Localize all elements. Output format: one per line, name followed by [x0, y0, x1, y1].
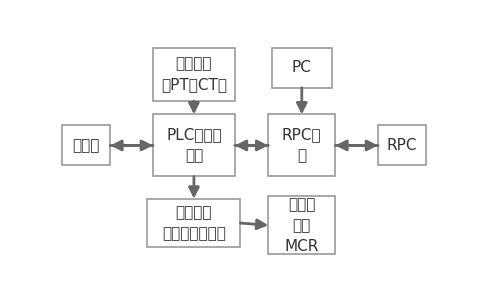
- Bar: [147, 199, 240, 247]
- Text: 采集装置
（PT、CT）: 采集装置 （PT、CT）: [161, 56, 227, 92]
- Bar: [268, 114, 335, 177]
- Text: 触发装
置及
MCR: 触发装 置及 MCR: [285, 197, 319, 254]
- Bar: [62, 126, 110, 165]
- Bar: [378, 126, 426, 165]
- Text: RPC: RPC: [387, 138, 418, 153]
- Text: PC: PC: [292, 60, 312, 75]
- Text: 触摸屏: 触摸屏: [72, 138, 100, 153]
- Text: RPC控
制: RPC控 制: [282, 127, 322, 164]
- Text: 脉冲处理
（隔离、驱动）: 脉冲处理 （隔离、驱动）: [162, 205, 226, 241]
- Text: PLC及扩展
模块: PLC及扩展 模块: [166, 127, 222, 164]
- Bar: [153, 114, 235, 177]
- Bar: [272, 48, 332, 88]
- Bar: [153, 48, 235, 101]
- Bar: [268, 196, 335, 254]
